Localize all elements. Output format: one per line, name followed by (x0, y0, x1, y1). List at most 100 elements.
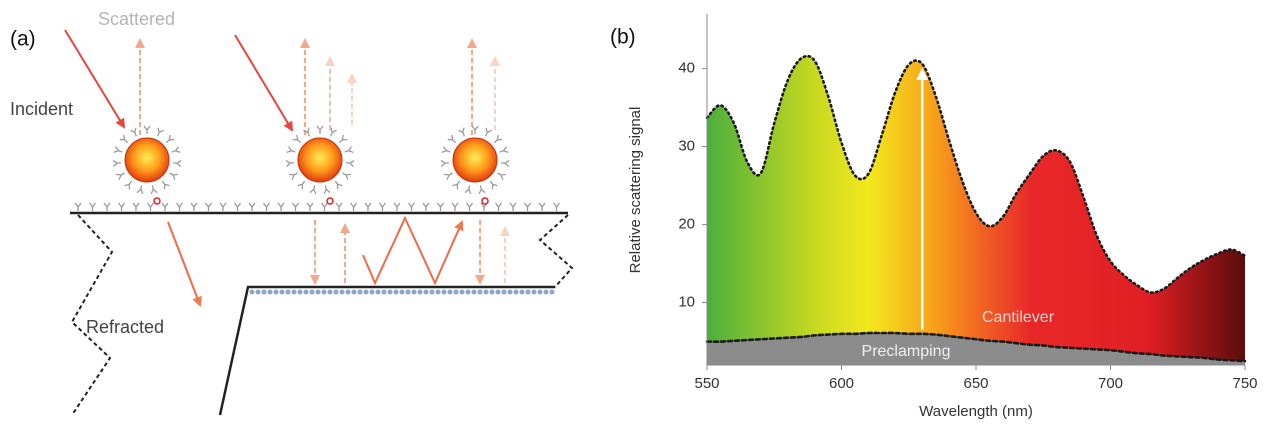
molecule (477, 289, 483, 295)
y-tick-label: 40 (678, 60, 695, 77)
x-axis-label: Wavelength (nm) (919, 403, 1033, 420)
target-molecule (326, 197, 334, 205)
target-molecule (153, 197, 161, 205)
antibody (171, 146, 181, 153)
antibody (262, 202, 271, 211)
jagged-edge (538, 214, 574, 288)
incident-label: Incident (10, 99, 73, 119)
antibody (303, 127, 311, 137)
antibody (113, 146, 123, 153)
antibody (407, 202, 416, 211)
antibody (523, 202, 532, 211)
antibody (165, 134, 175, 144)
molecule (489, 289, 495, 295)
antibody (335, 202, 343, 211)
antibody (103, 202, 111, 211)
antibody (161, 180, 170, 190)
antibody (291, 202, 300, 211)
molecule (471, 289, 477, 295)
antibody (451, 202, 459, 211)
molecule (459, 289, 465, 295)
antibody (338, 134, 348, 144)
antibody (248, 202, 256, 211)
molecule (375, 289, 381, 295)
molecule (315, 289, 321, 295)
molecule (507, 289, 513, 295)
antibody (146, 202, 155, 211)
antibody (334, 180, 343, 190)
antibody (309, 185, 317, 195)
molecule (525, 289, 531, 295)
molecule (291, 289, 297, 295)
x-tick-label: 700 (1098, 375, 1123, 392)
antibody (204, 202, 213, 211)
antibody (344, 146, 354, 153)
antibody (285, 160, 295, 168)
antibody (342, 172, 352, 180)
antibody (441, 146, 451, 153)
molecule (447, 289, 453, 295)
molecule (495, 289, 501, 295)
molecule (405, 289, 411, 295)
antibody (124, 180, 133, 190)
panel-label: (b) (610, 26, 636, 49)
antibody (320, 202, 329, 211)
molecule (429, 289, 435, 295)
antibody (458, 127, 466, 137)
antibody (169, 172, 179, 180)
antibody (88, 202, 97, 211)
antibody (494, 202, 503, 211)
molecule (273, 289, 279, 295)
antibody (286, 146, 296, 153)
antibody (161, 202, 169, 211)
antibody (364, 202, 372, 211)
antibody (552, 202, 561, 211)
molecule (381, 289, 387, 295)
antibody (130, 127, 138, 137)
y-axis-label: Relative scattering signal (627, 107, 644, 274)
antibody (393, 202, 401, 211)
molecule (501, 289, 507, 295)
antibody (143, 125, 151, 134)
molecule (387, 289, 393, 295)
molecule (513, 289, 519, 295)
molecule (441, 289, 447, 295)
antibody (74, 202, 82, 211)
reflection-path (362, 215, 464, 286)
molecule (339, 289, 345, 295)
molecule (267, 289, 273, 295)
molecule (357, 289, 363, 295)
molecule (327, 289, 333, 295)
antibody (436, 202, 445, 211)
antibody (538, 202, 546, 211)
molecule (399, 289, 405, 295)
antibody (509, 202, 517, 211)
molecule (423, 289, 429, 295)
x-tick-label: 600 (829, 375, 854, 392)
molecule-layer (249, 289, 555, 295)
series-label: Preclamping (862, 343, 951, 360)
x-tick-label: 750 (1232, 375, 1257, 392)
refracted-arrow (167, 221, 202, 307)
series-line (705, 331, 1247, 363)
cantilever-body (218, 285, 555, 416)
antibody (277, 202, 285, 211)
nanoparticles (112, 125, 510, 205)
antibody (306, 202, 314, 211)
jagged-edge (70, 214, 114, 416)
antibody (478, 185, 486, 195)
antibody (112, 160, 122, 168)
antibody (117, 202, 126, 211)
antibody (150, 185, 158, 195)
molecule (249, 289, 255, 295)
molecule (483, 289, 489, 295)
molecule (411, 289, 417, 295)
refracted-label: Refracted (86, 317, 164, 337)
x-tick-label: 550 (694, 375, 719, 392)
antibody (484, 127, 492, 137)
antibody (132, 202, 140, 211)
molecule (453, 289, 459, 295)
panel-label: (a) (10, 28, 36, 51)
molecule (543, 289, 549, 295)
